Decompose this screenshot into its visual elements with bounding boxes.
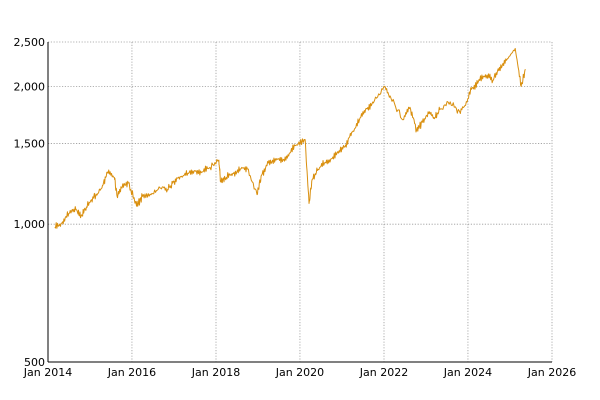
y-tick-label: 2,000 bbox=[14, 80, 46, 93]
series-line bbox=[54, 47, 526, 229]
x-tick-label: Jan 2022 bbox=[359, 366, 408, 379]
x-tick-label: Jan 2014 bbox=[23, 366, 72, 379]
y-tick-labels: 500 1,000 1,500 2,000 2,500 bbox=[14, 36, 46, 369]
x-tick-label: Jan 2020 bbox=[275, 366, 324, 379]
x-tick-label: Jan 2016 bbox=[107, 366, 156, 379]
grid-layer bbox=[47, 41, 553, 363]
x-tick-label: Jan 2024 bbox=[443, 366, 492, 379]
y-tick-label: 1,000 bbox=[14, 218, 46, 231]
y-tick-label: 2,500 bbox=[14, 36, 46, 49]
y-tick-label: 500 bbox=[24, 356, 45, 369]
x-tick-label: Jan 2026 bbox=[527, 366, 576, 379]
x-tick-labels: Jan 2014 Jan 2016 Jan 2018 Jan 2020 Jan 2022… bbox=[23, 366, 576, 379]
y-tick-label: 1,500 bbox=[14, 138, 46, 151]
series-layer bbox=[54, 47, 526, 229]
x-tick-label: Jan 2018 bbox=[191, 366, 240, 379]
